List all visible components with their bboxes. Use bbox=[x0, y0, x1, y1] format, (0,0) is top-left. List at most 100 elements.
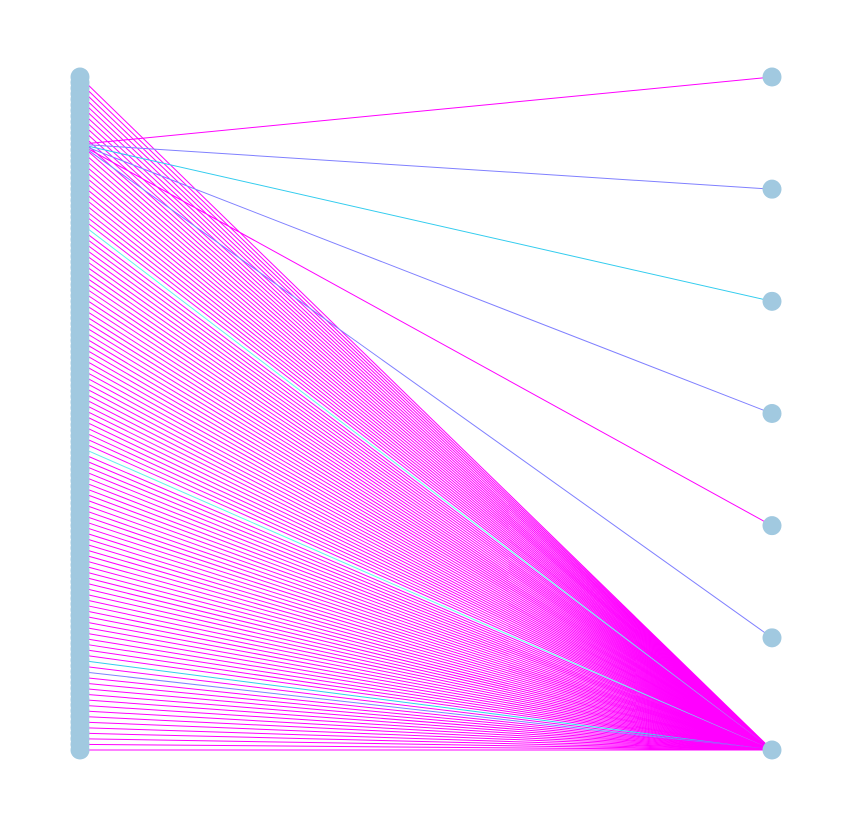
edge-12-4 bbox=[79, 143, 773, 527]
edge-84-6 bbox=[79, 547, 773, 751]
edge-56-6 bbox=[79, 390, 773, 751]
edge-14-6 bbox=[79, 155, 773, 751]
edge-44-6 bbox=[79, 323, 773, 751]
edge-116-6 bbox=[79, 727, 773, 751]
edge-83-6 bbox=[79, 542, 773, 751]
edge-94-6 bbox=[79, 603, 773, 751]
edge-26-6 bbox=[79, 222, 773, 751]
edge-7-6 bbox=[79, 115, 773, 751]
edge-13-6 bbox=[79, 149, 773, 751]
edge-24-6 bbox=[79, 211, 773, 751]
edge-59-6 bbox=[79, 407, 773, 751]
right-node-3 bbox=[762, 404, 782, 423]
edge-61-6 bbox=[79, 418, 773, 751]
edge-12-2 bbox=[79, 143, 773, 302]
edge-31-6 bbox=[79, 250, 773, 751]
edge-25-6 bbox=[79, 216, 773, 751]
edge-4-6 bbox=[79, 99, 773, 751]
edge-79-6 bbox=[79, 519, 773, 751]
edge-74-6 bbox=[79, 491, 773, 751]
edge-118-6 bbox=[79, 738, 773, 751]
edge-105-6 bbox=[79, 665, 773, 751]
edge-62-6 bbox=[79, 424, 773, 751]
edge-114-6 bbox=[79, 715, 773, 751]
edge-27-6 bbox=[79, 228, 773, 751]
edges-layer bbox=[79, 76, 773, 751]
edge-98-6 bbox=[79, 626, 773, 751]
edge-45-6 bbox=[79, 328, 773, 751]
edge-20-6 bbox=[79, 188, 773, 751]
edge-75-6 bbox=[79, 497, 773, 751]
edge-102-6 bbox=[79, 648, 773, 751]
edge-66-6 bbox=[79, 446, 773, 751]
edge-109-6 bbox=[79, 687, 773, 751]
edge-53-6 bbox=[79, 373, 773, 751]
edge-38-6 bbox=[79, 289, 773, 751]
edge-12-0 bbox=[79, 76, 773, 145]
edge-11-6 bbox=[79, 138, 773, 751]
edge-55-6 bbox=[79, 385, 773, 751]
edge-51-6 bbox=[79, 362, 773, 751]
edge-21-6 bbox=[79, 194, 773, 751]
edge-28-6 bbox=[79, 233, 773, 751]
edge-17-6 bbox=[79, 171, 773, 751]
edge-60-6 bbox=[79, 413, 773, 751]
edge-96-6 bbox=[79, 614, 773, 751]
edge-42-6 bbox=[79, 312, 773, 751]
edge-99-6 bbox=[79, 631, 773, 751]
edge-100-6 bbox=[79, 637, 773, 751]
edge-3-6 bbox=[79, 93, 773, 751]
edge-9-6 bbox=[79, 127, 773, 751]
edge-85-6 bbox=[79, 553, 773, 751]
edge-12-6 bbox=[79, 143, 773, 751]
right-node-5 bbox=[762, 628, 782, 648]
edge-16-6 bbox=[79, 166, 773, 751]
edge-76-6 bbox=[79, 502, 773, 751]
edge-89-6 bbox=[79, 575, 773, 751]
edge-70-6 bbox=[79, 469, 773, 751]
edge-15-6 bbox=[79, 160, 773, 751]
edge-52-6 bbox=[79, 368, 773, 751]
edge-112-6 bbox=[79, 704, 773, 751]
edge-80-6 bbox=[79, 525, 773, 751]
edge-37-6 bbox=[79, 284, 773, 751]
edge-23-6 bbox=[79, 205, 773, 751]
edge-10-6 bbox=[79, 132, 773, 751]
nodes-layer bbox=[70, 67, 782, 760]
edge-12-5 bbox=[79, 143, 773, 639]
edge-50-6 bbox=[79, 356, 773, 751]
edge-72-6 bbox=[79, 480, 773, 751]
edge-86-6 bbox=[79, 558, 773, 751]
edge-106-6 bbox=[79, 670, 773, 751]
edge-91-6 bbox=[79, 586, 773, 751]
edge-78-6 bbox=[79, 513, 773, 751]
edge-48-6 bbox=[79, 345, 773, 751]
edge-68-6 bbox=[79, 457, 773, 751]
edge-64-6 bbox=[79, 435, 773, 751]
edge-82-6 bbox=[79, 536, 773, 751]
edge-46-6 bbox=[79, 334, 773, 751]
right-node-2 bbox=[762, 291, 782, 311]
edge-95-6 bbox=[79, 609, 773, 751]
right-node-6 bbox=[762, 740, 782, 760]
edge-90-6 bbox=[79, 581, 773, 751]
edge-119-6 bbox=[79, 743, 773, 751]
edge-117-6 bbox=[79, 732, 773, 751]
edge-39-6 bbox=[79, 295, 773, 751]
edge-97-6 bbox=[79, 620, 773, 751]
edge-101-6 bbox=[79, 642, 773, 751]
edge-63-6 bbox=[79, 429, 773, 751]
edge-93-6 bbox=[79, 598, 773, 751]
edge-107-6 bbox=[79, 676, 773, 751]
edge-104-6 bbox=[79, 659, 773, 751]
edge-30-6 bbox=[79, 244, 773, 751]
edge-36-6 bbox=[79, 278, 773, 751]
edge-6-6 bbox=[79, 110, 773, 751]
edge-40-6 bbox=[79, 300, 773, 751]
edge-73-6 bbox=[79, 485, 773, 751]
edge-67-6 bbox=[79, 452, 773, 751]
edge-103-6 bbox=[79, 654, 773, 751]
left-node-120 bbox=[70, 740, 90, 760]
edge-110-6 bbox=[79, 693, 773, 751]
